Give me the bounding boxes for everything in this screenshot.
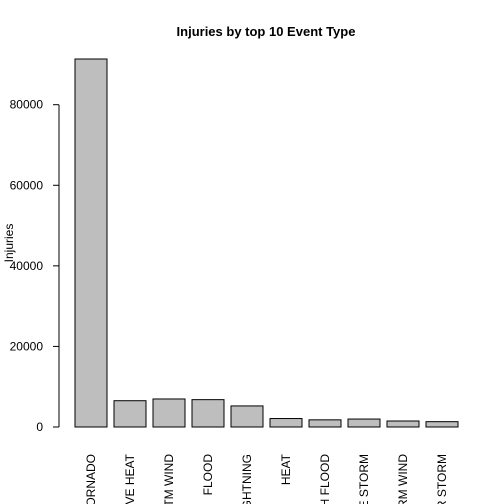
x-tick-label-thunderstorm-wind: THUNDERSTORM WIND: [396, 454, 410, 504]
x-tick-label-winter-storm: WINTER STORM: [435, 454, 449, 504]
y-axis: 0 20000 40000 60000 80000: [10, 98, 60, 434]
bar-heat: [269, 418, 303, 428]
y-axis-label: Injuries: [2, 224, 16, 263]
bar-thunderstorm-wind: [386, 420, 420, 428]
bar-flood: [191, 399, 225, 428]
y-tick-label-2: 40000: [10, 259, 44, 273]
bar-tornado: [74, 58, 108, 428]
x-tick-label-excessive-heat: EXCESSIVE HEAT: [123, 453, 137, 504]
bar-lightning: [230, 405, 264, 428]
bar-flash-flood: [308, 419, 342, 428]
x-tick-label-flash-flood: FLASH FLOOD: [318, 454, 332, 504]
x-tick-label-heat: HEAT: [279, 453, 293, 485]
bar-tstm-wind: [152, 398, 186, 428]
x-tick-label-ice-storm: ICE STORM: [357, 454, 371, 504]
x-tick-label-tstm-wind: TSTM WIND: [162, 454, 176, 504]
chart-title: Injuries by top 10 Event Type: [177, 24, 356, 39]
x-tick-label-lightning: LIGHTNING: [240, 454, 254, 504]
y-tick-label-4: 80000: [10, 98, 44, 112]
y-tick-label-3: 60000: [10, 178, 44, 192]
bar-winter-storm: [425, 421, 459, 428]
x-tick-label-flood: FLOOD: [201, 454, 215, 496]
bar-excessive-heat: [113, 400, 147, 428]
bars: [74, 58, 459, 428]
y-tick-label-0: 0: [36, 420, 43, 434]
bar-ice-storm: [347, 418, 381, 428]
x-tick-label-tornado: TORNADO: [84, 454, 98, 504]
x-axis-labels: TORNADO EXCESSIVE HEAT TSTM WIND FLOOD LIGHT…: [84, 453, 449, 504]
y-tick-label-1: 20000: [10, 339, 44, 353]
